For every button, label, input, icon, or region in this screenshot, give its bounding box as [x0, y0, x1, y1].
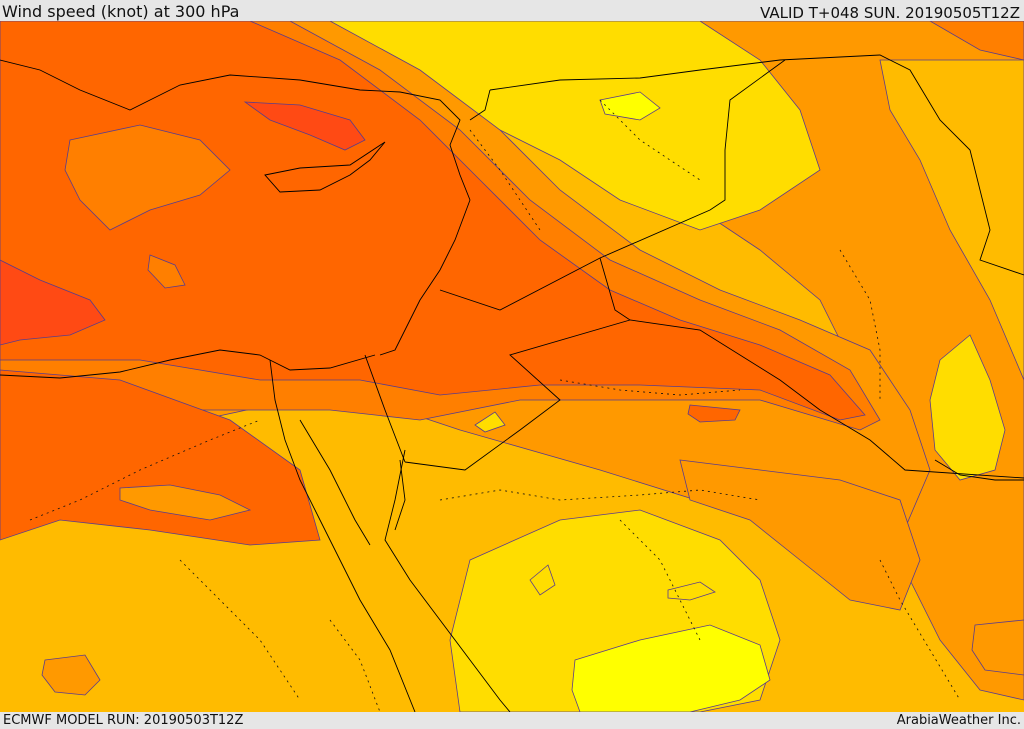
wind-speed-map — [0, 21, 1024, 712]
coastline-persian-gulf — [934, 459, 1024, 481]
band-east-blob — [971, 619, 1024, 676]
dotted-border-6 — [619, 519, 701, 641]
band-jet-lower-core — [0, 369, 321, 546]
band-pocket-1 — [64, 124, 231, 231]
coastline-egypt — [0, 349, 376, 379]
band-east-light — [879, 59, 1024, 381]
border-5 — [364, 354, 406, 463]
dotted-border-9 — [879, 559, 961, 701]
band-sw-dark — [41, 654, 101, 696]
coastline-red-sea — [384, 449, 511, 712]
coastline-levant — [379, 199, 471, 356]
band-pocket-4 — [687, 404, 741, 423]
dotted-border-10 — [599, 99, 701, 181]
border-1 — [489, 54, 1024, 276]
band-pocket-2 — [147, 254, 186, 289]
border-3 — [599, 257, 1024, 479]
map-header: Wind speed (knot) at 300 hPa VALID T+048… — [0, 0, 1024, 22]
border-2 — [439, 59, 786, 311]
coastlines — [0, 54, 1024, 712]
band-pocket-3 — [119, 484, 252, 521]
coastline-gulf-suez — [299, 419, 371, 546]
band-east-yellow — [929, 334, 1006, 481]
dotted-border-2 — [559, 379, 741, 396]
band-small-yellow-1 — [667, 581, 716, 601]
credit: ArabiaWeather Inc. — [896, 713, 1021, 728]
map-canvas — [0, 21, 1024, 712]
band-jet-core — [0, 21, 866, 421]
band-south-orange — [679, 459, 921, 611]
border-4 — [404, 319, 631, 471]
dotted-border-8 — [329, 619, 381, 712]
border-6 — [469, 89, 491, 121]
coastline-turkey — [0, 59, 471, 201]
band-ne-dark — [929, 21, 1024, 61]
band-small-yellow-3 — [474, 411, 506, 433]
dotted-border-7 — [179, 559, 301, 701]
valid-time: VALID T+048 SUN. 20190505T12Z — [760, 4, 1020, 22]
map-footer: ECMWF MODEL RUN: 20190503T12Z ArabiaWeat… — [0, 712, 1024, 729]
band-small-yellow-2 — [529, 564, 556, 596]
band-jet-max-west — [0, 259, 106, 346]
dotted-border-1 — [469, 129, 541, 231]
coastline-nile — [269, 359, 416, 712]
band-jet-max-north — [243, 101, 366, 151]
coastline-cyprus — [264, 141, 386, 193]
band-south-bright — [571, 624, 771, 712]
internal-borders — [29, 99, 961, 712]
model-run: ECMWF MODEL RUN: 20190503T12Z — [3, 713, 244, 728]
map-title: Wind speed (knot) at 300 hPa — [2, 2, 240, 21]
dotted-border-4 — [29, 419, 261, 521]
coastline-gulf-aqaba — [394, 459, 406, 531]
band-north-bright — [599, 91, 661, 121]
